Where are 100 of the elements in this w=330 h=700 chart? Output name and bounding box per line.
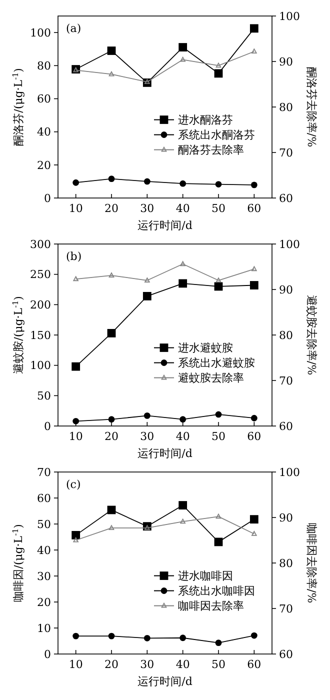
point [108,272,114,278]
point [142,292,152,300]
point [250,632,258,639]
x-tick-label: 40 [176,658,190,671]
y-tick-label: 0 [44,192,51,205]
point [250,515,258,524]
y-tick-label: 30 [37,570,51,583]
x-tick-label: 30 [140,658,154,671]
x-tick-label: 20 [104,658,118,671]
point [108,176,115,182]
point [180,261,186,266]
point [216,514,222,519]
point [72,362,80,371]
point [252,48,257,54]
x-axis-title: 运行时间/d [138,675,192,688]
x-tick-label: 10 [68,430,83,443]
y-tick-label: 60 [37,92,51,106]
point [73,537,78,542]
y-tick-label: 300 [30,238,51,251]
point [215,640,222,646]
point [72,530,80,540]
y2-axis-title: 酮洛芬去除率/% [305,66,318,148]
point [144,412,150,419]
point [250,281,258,290]
y-tick-label: 40 [37,544,51,557]
point [178,501,188,510]
point [180,56,186,62]
point [72,632,80,640]
y2-tick-label: 60 [279,192,293,205]
point [216,278,222,282]
y2-axis-title: 避蚊胺去除率/% [305,294,318,376]
y2-tick-label: 90 [279,55,293,68]
x-axis-title: 运行时间/d [138,219,192,232]
legend-label: 系统出水咖啡因 [178,584,255,598]
y-tick-label: 250 [30,268,51,282]
point [108,416,115,423]
y-tick-label: 0 [44,648,51,661]
point [250,182,258,188]
y-tick-label: 100 [30,26,51,40]
y2-tick-label: 60 [279,648,293,661]
point [180,180,186,187]
y2-tick-label: 90 [279,283,293,296]
y-tick-label: 200 [30,298,51,312]
point [108,71,114,76]
legend-label: 进水酮洛芬 [178,114,233,127]
y-tick-label: 50 [37,390,51,403]
y-tick-label: 10 [37,622,51,635]
y-tick-label: 150 [30,328,51,342]
y2-tick-label: 100 [279,10,300,23]
x-tick-label: 10 [68,658,83,671]
legend-label: 酮洛芬去除率 [178,144,244,157]
point [252,266,257,272]
point [178,279,188,288]
x-tick-label: 60 [247,430,262,443]
point [144,178,150,185]
y-tick-label: 50 [37,518,51,531]
point [144,278,150,282]
point [215,181,222,188]
x-tick-label: 20 [104,430,118,443]
y-tick-label: 20 [37,158,51,172]
annotation: (a) [66,22,82,35]
y2-tick-label: 70 [279,146,293,160]
x-tick-label: 60 [247,202,262,215]
annotation: (b) [66,250,82,263]
point [108,632,115,640]
point [214,69,223,78]
y2-tick-label: 70 [279,602,293,616]
y2-tick-label: 80 [279,556,293,570]
y-tick-label: 100 [30,359,51,372]
point [144,634,150,642]
point [108,525,114,530]
x-tick-label: 30 [140,202,154,215]
point [214,538,223,546]
point [250,24,258,33]
y2-tick-label: 80 [279,328,293,342]
y2-tick-label: 100 [279,238,300,251]
x-tick-label: 20 [104,202,118,215]
x-tick-label: 50 [212,658,226,671]
point [215,411,222,418]
x-tick-label: 40 [176,202,190,215]
y2-tick-label: 70 [279,374,293,388]
point [216,62,222,68]
annotation: (c) [66,478,81,491]
point [178,43,188,52]
y-tick-label: 80 [37,59,51,72]
legend-label: 进水避蚊胺 [178,342,233,355]
point [252,531,257,536]
x-tick-label: 40 [176,430,190,443]
x-axis-title: 运行时间/d [138,447,192,460]
legend-label: 避蚊胺去除率 [178,372,244,385]
point [180,634,186,642]
x-tick-label: 60 [247,658,262,671]
x-tick-label: 50 [212,430,226,443]
y-tick-label: 70 [37,466,51,479]
x-tick-label: 50 [212,202,226,215]
point [180,416,186,423]
y2-tick-label: 100 [279,466,300,479]
x-tick-label: 10 [68,202,83,215]
y-tick-label: 60 [37,492,51,505]
point [73,276,78,282]
